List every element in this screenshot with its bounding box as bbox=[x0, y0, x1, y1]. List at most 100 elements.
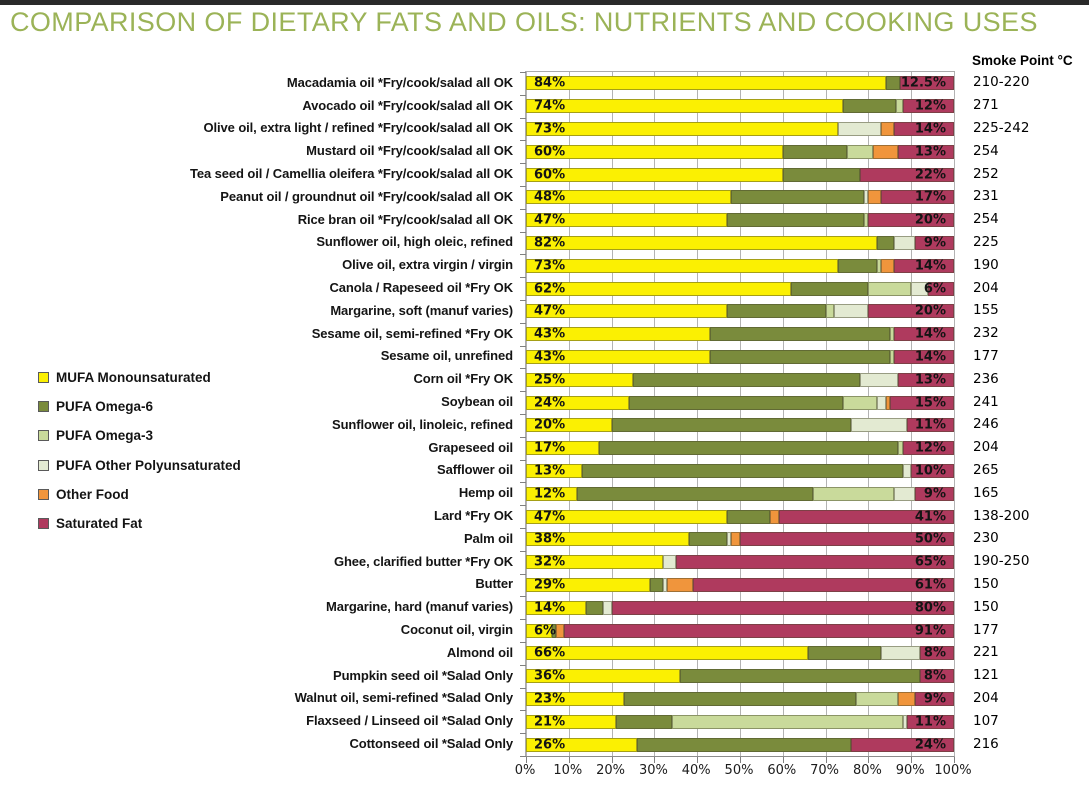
stacked-bar bbox=[526, 144, 954, 159]
smoke-point-value: 216 bbox=[973, 735, 999, 752]
bar-row: 82% 9% bbox=[526, 232, 954, 255]
bar-row: 36% 8% bbox=[526, 665, 954, 688]
segment-saturated bbox=[906, 418, 954, 433]
y-axis-tick bbox=[520, 619, 526, 621]
category-label: Soybean oil bbox=[441, 394, 513, 410]
smoke-point-value: 107 bbox=[973, 712, 999, 729]
legend: MUFA Monounsaturated PUFA Omega-6 PUFA Ome… bbox=[38, 366, 241, 542]
segment-pufa_omega6 bbox=[637, 737, 852, 752]
saturated-percent-label: 11% bbox=[914, 417, 946, 433]
smoke-point-value: 177 bbox=[973, 621, 999, 638]
smoke-point-value: 271 bbox=[973, 97, 999, 114]
bar-row: 48% 17% bbox=[526, 186, 954, 209]
segment-pufa_omega3 bbox=[876, 258, 882, 273]
x-axis-tick bbox=[526, 757, 527, 763]
gridline bbox=[911, 72, 913, 756]
saturated-percent-label: 80% bbox=[914, 600, 946, 616]
smoke-point-value: 231 bbox=[973, 188, 999, 205]
segment-pufa_omega6 bbox=[585, 600, 604, 615]
smoke-point-value: 204 bbox=[973, 279, 999, 296]
other_food-legend-swatch-icon bbox=[38, 489, 49, 501]
mufa-percent-label: 62% bbox=[534, 281, 566, 297]
segment-pufa_omega6 bbox=[791, 281, 869, 296]
stacked-bar bbox=[526, 577, 954, 592]
stacked-bar bbox=[526, 418, 954, 433]
stacked-bar bbox=[526, 327, 954, 342]
smoke-point-value: 190 bbox=[973, 256, 999, 273]
mufa-percent-label: 12% bbox=[534, 486, 566, 502]
segment-saturated bbox=[889, 395, 954, 410]
smoke-point-value: 225-242 bbox=[973, 119, 1030, 136]
segment-pufa_omega6 bbox=[624, 691, 856, 706]
saturated-percent-label: 41% bbox=[914, 509, 946, 525]
stacked-bar bbox=[526, 737, 954, 752]
segment-other_food bbox=[667, 577, 693, 592]
segment-pufa_omega3 bbox=[842, 395, 877, 410]
y-axis-tick bbox=[520, 710, 526, 712]
category-label: Flaxseed / Linseed oil *Salad Only bbox=[306, 713, 513, 729]
stacked-bar bbox=[526, 532, 954, 547]
saturated-percent-label: 14% bbox=[914, 326, 946, 342]
saturated-percent-label: 8% bbox=[923, 645, 946, 661]
category-label: Walnut oil, semi-refined *Salad Only bbox=[294, 690, 514, 706]
stacked-bar bbox=[526, 258, 954, 273]
category-label: Tea seed oil / Camellia oleifera *Fry/co… bbox=[189, 166, 513, 182]
saturated-percent-label: 14% bbox=[914, 258, 946, 274]
y-axis-tick bbox=[520, 505, 526, 507]
x-axis-tick-label: 0% bbox=[514, 763, 536, 778]
legend-label: PUFA Other Polyunsaturated bbox=[56, 457, 241, 473]
saturated-percent-label: 9% bbox=[923, 691, 946, 707]
stacked-bar bbox=[526, 509, 954, 524]
y-axis-tick bbox=[520, 208, 526, 210]
category-label: Ghee, clarified butter *Fry OK bbox=[333, 553, 513, 569]
stacked-bar bbox=[526, 190, 954, 205]
segment-pufa_other_poly bbox=[834, 304, 869, 319]
page-title: COMPARISON OF DIETARY FATS AND OILS: NUT… bbox=[10, 7, 1038, 37]
bar-row: 20% 11% bbox=[526, 414, 954, 437]
segment-mufa bbox=[526, 714, 616, 729]
mufa-percent-label: 82% bbox=[534, 235, 566, 251]
segment-pufa_omega6 bbox=[876, 235, 895, 250]
y-axis-tick bbox=[520, 140, 526, 142]
mufa-percent-label: 47% bbox=[534, 303, 566, 319]
stacked-bar bbox=[526, 691, 954, 706]
saturated-percent-label: 12% bbox=[914, 98, 946, 114]
x-axis-tick-label: 60% bbox=[767, 763, 797, 778]
segment-mufa bbox=[526, 669, 681, 684]
stacked-bar bbox=[526, 395, 954, 410]
segment-pufa_omega6 bbox=[598, 441, 899, 456]
category-label: Rice bran oil *Fry/cook/salad all OK bbox=[297, 211, 513, 227]
saturated-percent-label: 22% bbox=[914, 167, 946, 183]
saturated-legend-swatch-icon bbox=[38, 518, 49, 530]
y-axis-tick bbox=[520, 117, 526, 119]
bar-row: 6% 91% bbox=[526, 619, 954, 642]
saturated-percent-label: 65% bbox=[914, 554, 946, 570]
mufa-percent-label: 36% bbox=[534, 668, 566, 684]
segment-pufa_omega3 bbox=[898, 441, 903, 456]
mufa-percent-label: 29% bbox=[534, 577, 566, 593]
stacked-bar bbox=[526, 555, 954, 570]
mufa-percent-label: 24% bbox=[534, 395, 566, 411]
smoke-point-header: Smoke Point °C bbox=[972, 53, 1073, 68]
y-axis-tick bbox=[520, 163, 526, 165]
segment-mufa bbox=[526, 327, 711, 342]
mufa-percent-label: 47% bbox=[534, 509, 566, 525]
smoke-point-value: 165 bbox=[973, 484, 999, 501]
smoke-point-value: 265 bbox=[973, 461, 999, 478]
pufa_other_poly-legend-swatch-icon bbox=[38, 459, 49, 471]
segment-saturated bbox=[919, 646, 954, 661]
segment-mufa bbox=[526, 144, 783, 159]
smoke-point-value: 177 bbox=[973, 347, 999, 364]
x-axis-tick bbox=[740, 757, 741, 763]
x-axis-tick-label: 40% bbox=[681, 763, 711, 778]
gridline bbox=[568, 72, 570, 756]
segment-mufa bbox=[526, 555, 663, 570]
gridline bbox=[611, 72, 613, 756]
category-label: Macadamia oil *Fry/cook/salad all OK bbox=[286, 74, 513, 90]
segment-saturated bbox=[894, 349, 954, 364]
gridline bbox=[697, 72, 699, 756]
segment-pufa_other_poly bbox=[902, 463, 912, 478]
bar-row: 62% 6% bbox=[526, 277, 954, 300]
smoke-point-value: 121 bbox=[973, 667, 999, 684]
segment-pufa_omega6 bbox=[885, 76, 901, 91]
